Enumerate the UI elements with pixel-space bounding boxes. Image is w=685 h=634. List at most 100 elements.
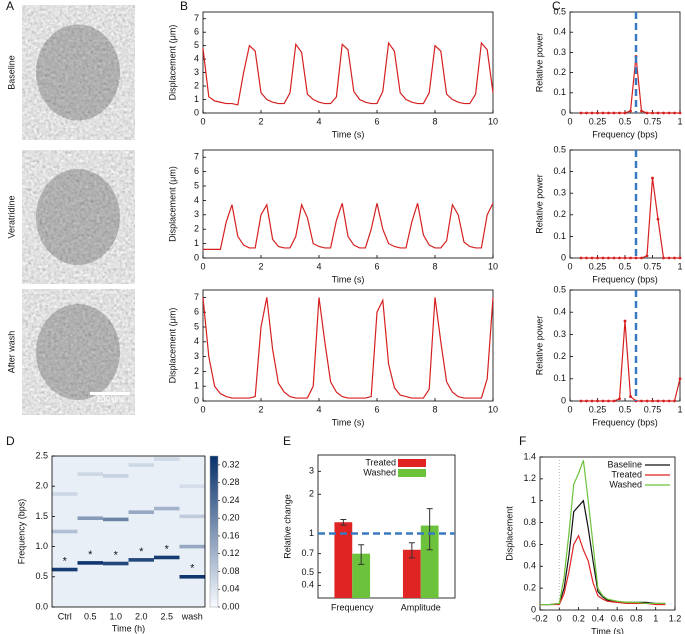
x-axis-label: Time (s) xyxy=(591,626,624,634)
spectrum-point xyxy=(678,256,682,260)
y-tick-label: 0.3 xyxy=(553,47,566,57)
heatmap-band xyxy=(77,516,103,521)
x-tick-label: 2 xyxy=(258,404,263,414)
y-tick-label: 0.2 xyxy=(523,583,536,593)
y-tick-label: 0.5 xyxy=(553,284,566,294)
x-tick-label: 2.5 xyxy=(160,611,173,621)
bar xyxy=(334,522,353,598)
spectrum-point xyxy=(596,111,599,115)
spectrum-point xyxy=(656,399,660,403)
plot-frame xyxy=(202,289,494,402)
trace xyxy=(203,202,494,250)
spectrum-point xyxy=(645,254,649,258)
heatmap-band xyxy=(154,506,180,511)
cell-body xyxy=(36,304,120,400)
spectrum-point xyxy=(607,256,610,260)
spectrum-point xyxy=(640,109,643,113)
error-bar xyxy=(358,544,365,565)
y-tick-label: 0.0 xyxy=(35,601,48,611)
y-tick-label: 0 xyxy=(531,604,536,614)
y-tick-label: 0.4 xyxy=(553,166,566,176)
y-tick-label: 0 xyxy=(194,395,199,405)
spectrum-point xyxy=(667,256,671,260)
y-tick-label: 0.5 xyxy=(35,571,48,581)
legend-swatch xyxy=(398,469,426,477)
x-tick-label: 4 xyxy=(316,261,321,271)
error-bar xyxy=(426,508,433,551)
y-tick-label: 2 xyxy=(194,224,199,234)
y-tick-label: 0 xyxy=(194,107,199,117)
significance-marker: * xyxy=(88,549,93,561)
condition-label: Baseline xyxy=(6,55,16,90)
y-tick-label: 0.8 xyxy=(523,517,536,527)
error-bar xyxy=(408,542,415,559)
colorbar-tick-label: 0.08 xyxy=(222,566,240,576)
x-tick-label: 0 xyxy=(567,404,572,414)
heatmap-band xyxy=(179,544,205,549)
spectrum-point xyxy=(618,111,621,115)
x-tick-label: 0.25 xyxy=(589,261,607,271)
plot-frame xyxy=(569,11,681,114)
y-axis-label: Displacement (μm) xyxy=(167,25,177,101)
y-tick-label: 0.4 xyxy=(523,561,536,571)
legend-label: Baseline xyxy=(607,459,642,469)
y-tick-label: 7 xyxy=(194,152,199,162)
x-tick-label: 0.25 xyxy=(589,404,607,414)
panel-letter: D xyxy=(6,434,15,448)
y-tick-label: 1 xyxy=(531,495,536,505)
heatmap-band xyxy=(154,555,180,560)
trace xyxy=(202,297,494,399)
x-tick-label: 0.6 xyxy=(611,613,624,623)
y-tick-label: 0.3 xyxy=(553,188,566,198)
significance-marker: * xyxy=(139,546,144,558)
plot-frame xyxy=(317,454,456,599)
heatmap-band xyxy=(154,457,180,461)
significance-marker: * xyxy=(63,555,68,567)
spectrum-point xyxy=(662,111,665,115)
colorbar-tick-label: 0.20 xyxy=(222,513,240,523)
series-line xyxy=(540,499,666,606)
x-tick-label: 0.8 xyxy=(630,613,643,623)
y-tick-label: 0 xyxy=(561,395,566,405)
error-bar xyxy=(340,519,347,526)
spectrum-point xyxy=(596,256,599,260)
significance-marker: * xyxy=(165,543,170,555)
x-tick-label: 0.75 xyxy=(644,404,662,414)
x-axis-label: Time (s) xyxy=(332,129,365,139)
colorbar-tick-label: 0.16 xyxy=(222,530,240,540)
spectrum-point xyxy=(651,176,654,180)
spectrum-line xyxy=(581,321,681,402)
spectrum-point xyxy=(590,399,594,403)
heatmap-background xyxy=(179,456,205,607)
x-tick-label: 1 xyxy=(677,261,682,271)
micrograph xyxy=(22,150,135,284)
x-axis-label: Frequency (bps) xyxy=(592,417,658,427)
y-tick-label: 7 xyxy=(194,13,199,23)
spectrum-point xyxy=(607,111,610,115)
y-tick-label: 0.5 xyxy=(301,567,314,577)
significance-marker: * xyxy=(190,563,195,575)
y-tick-label: 0 xyxy=(561,107,566,117)
legend-label: Washed xyxy=(609,479,642,489)
spectrum-point xyxy=(629,395,632,398)
y-axis-label: Relative power xyxy=(534,174,544,234)
spectrum-point xyxy=(656,111,660,115)
spectrum-point xyxy=(640,399,643,403)
y-tick-label: 1 xyxy=(194,238,199,248)
x-tick-label: 0 xyxy=(567,261,572,271)
y-tick-label: 0.5 xyxy=(553,144,566,154)
y-axis-label: Relative power xyxy=(534,316,544,376)
legend-swatch xyxy=(398,459,426,467)
y-tick-label: 0.1 xyxy=(553,373,566,383)
x-tick-label: 4 xyxy=(316,404,321,414)
y-tick-label: 3 xyxy=(194,67,199,77)
x-tick-label: 0 xyxy=(200,404,205,414)
heatmap-background xyxy=(128,456,154,607)
heatmap-band xyxy=(179,514,205,519)
y-axis-label: Relative change xyxy=(282,494,292,559)
y-tick-label: 0.5 xyxy=(553,6,566,16)
spectrum-point xyxy=(678,111,682,115)
plot-frame xyxy=(202,149,494,259)
colorbar-tick-label: 0.12 xyxy=(222,548,240,558)
